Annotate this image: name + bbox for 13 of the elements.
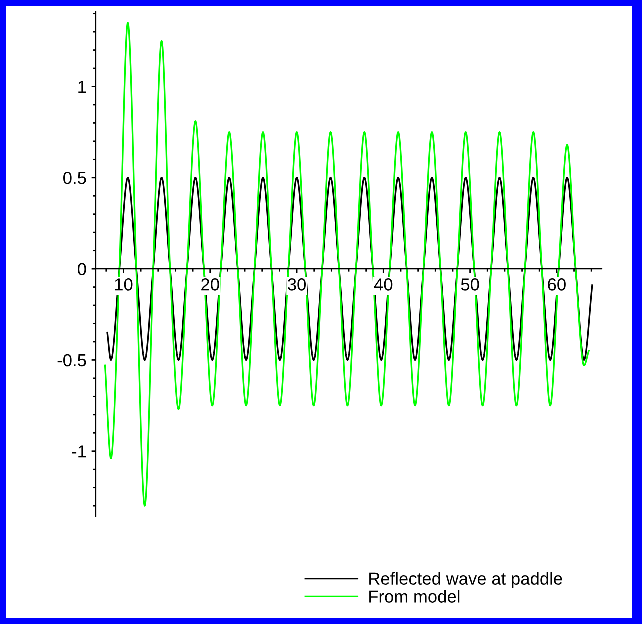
x-tick-label: 10 <box>115 278 133 291</box>
y-tick-label: 0 <box>78 263 86 276</box>
x-tick-label: 30 <box>288 278 306 291</box>
x-tick-label: 50 <box>461 278 480 291</box>
x-tick-label: 40 <box>374 278 393 291</box>
y-tick-label: -1 <box>72 446 86 458</box>
y-tick-label: 1 <box>78 81 86 94</box>
legend-label: From model <box>370 590 460 603</box>
y-tick-label: -0.5 <box>58 354 86 367</box>
x-tick-label: 60 <box>548 278 566 291</box>
x-tick-label: 20 <box>202 278 220 291</box>
legend-label: Reflected wave at paddle <box>370 572 562 588</box>
y-tick-label: 0.5 <box>64 172 86 184</box>
